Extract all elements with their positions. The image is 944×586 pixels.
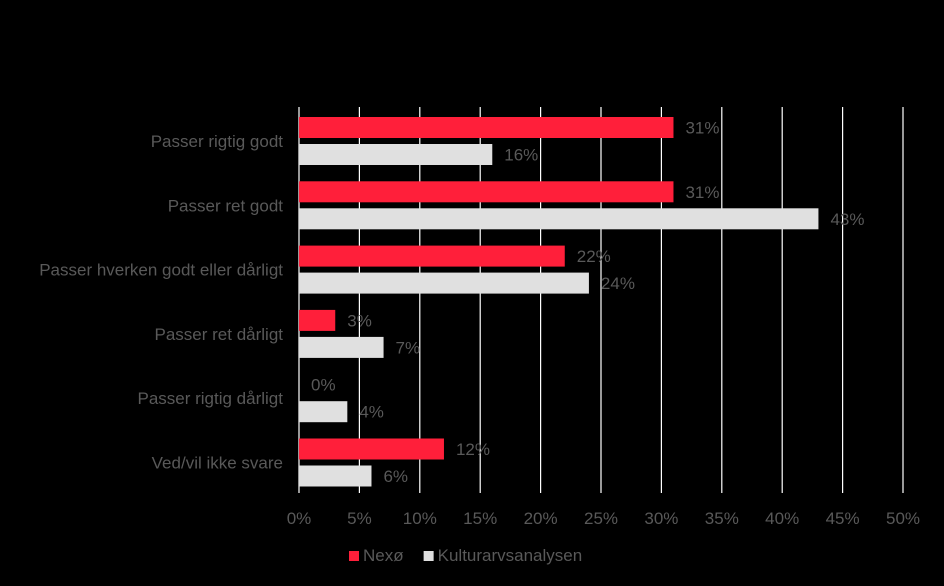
category-label: Ved/vil ikke svare xyxy=(152,454,283,473)
bar-kulturarvsanalysen xyxy=(299,336,384,358)
category-label: Passer hverken godt eller dårligt xyxy=(39,261,283,280)
x-tick-label: 50% xyxy=(886,509,920,528)
legend-swatch-kulturarvsanalysen xyxy=(423,551,434,561)
x-tick-label: 25% xyxy=(584,509,618,528)
data-label: 6% xyxy=(383,467,408,486)
data-label: 31% xyxy=(685,183,719,202)
bar-kulturarvsanalysen xyxy=(299,401,348,423)
data-labels: 31% 16% 31% 43% 22% 24% 3% 7% 0% 4% 12% 6% xyxy=(311,119,864,487)
bar-kulturarvsanalysen xyxy=(299,465,372,487)
category-label: Passer rigtig dårligt xyxy=(137,389,283,408)
bar-kulturarvsanalysen xyxy=(299,144,493,165)
category-labels: Passer rigtig godt Passer ret godt Passer … xyxy=(39,132,283,473)
bars xyxy=(299,117,819,487)
x-tick-label: 10% xyxy=(403,509,437,528)
x-tick-label: 5% xyxy=(347,509,372,528)
x-tick-label: 45% xyxy=(826,509,860,528)
x-tick-labels: 0% 5% 10% 15% 20% 25% 30% 35% 40% 45% 50% xyxy=(287,509,920,528)
category-label: Passer ret godt xyxy=(168,196,284,215)
bar-nexo xyxy=(299,181,674,203)
data-label: 31% xyxy=(685,119,719,138)
legend-swatch-nexo xyxy=(349,551,359,561)
x-tick-label: 35% xyxy=(705,509,739,528)
category-label: Passer rigtig godt xyxy=(151,132,284,151)
data-label: 0% xyxy=(311,376,336,395)
x-tick-label: 40% xyxy=(765,509,799,528)
data-label: 22% xyxy=(577,247,611,266)
bar-nexo xyxy=(299,117,674,138)
data-label: 7% xyxy=(396,338,421,357)
data-label: 12% xyxy=(456,440,490,459)
category-label: Passer ret dårligt xyxy=(155,325,284,344)
data-label: 16% xyxy=(504,146,538,165)
legend-label-kulturarvsanalysen: Kulturarvsanalysen xyxy=(438,546,583,565)
data-label: 3% xyxy=(347,311,372,330)
legend-label-nexo: Nexø xyxy=(363,546,404,565)
bar-nexo xyxy=(299,309,336,331)
bar-kulturarvsanalysen xyxy=(299,208,819,230)
gridlines xyxy=(298,107,904,493)
data-label: 24% xyxy=(601,274,635,293)
bar-nexo xyxy=(299,245,565,267)
x-tick-label: 30% xyxy=(644,509,678,528)
x-tick-label: 0% xyxy=(287,509,312,528)
data-label: 4% xyxy=(359,403,384,422)
bar-kulturarvsanalysen xyxy=(299,272,589,294)
x-tick-label: 15% xyxy=(463,509,497,528)
legend: Nexø Kulturarvsanalysen xyxy=(349,546,582,565)
data-label: 43% xyxy=(830,210,864,229)
bar-nexo xyxy=(299,438,444,460)
x-tick-label: 20% xyxy=(524,509,558,528)
